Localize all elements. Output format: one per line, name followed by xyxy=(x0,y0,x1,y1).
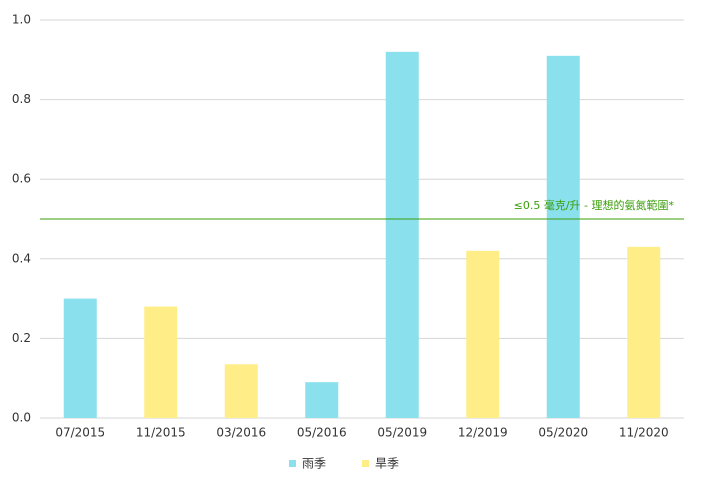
legend-label: 雨季 xyxy=(302,457,326,471)
legend-label: 旱季 xyxy=(375,457,399,471)
bar xyxy=(224,364,258,418)
bar xyxy=(63,298,97,418)
y-tick-label: 0.2 xyxy=(12,331,31,345)
reference-label: ≤0.5 毫克/升 - 理想的氨氮範圍* xyxy=(514,198,675,212)
bar xyxy=(627,246,661,418)
x-tick-label: 11/2020 xyxy=(619,426,669,440)
y-tick-label: 0.4 xyxy=(12,251,31,265)
legend-swatch xyxy=(362,460,369,467)
bar xyxy=(385,51,419,419)
x-tick-label: 05/2019 xyxy=(377,426,427,440)
x-tick-label: 05/2016 xyxy=(297,426,347,440)
bar xyxy=(546,55,580,418)
bar xyxy=(305,382,339,418)
y-tick-label: 1.0 xyxy=(12,13,31,27)
legend-swatch xyxy=(289,460,296,467)
x-tick-label: 05/2020 xyxy=(538,426,588,440)
x-tick-label: 07/2015 xyxy=(55,426,105,440)
y-tick-label: 0.6 xyxy=(12,172,31,186)
x-tick-label: 11/2015 xyxy=(136,426,186,440)
bar xyxy=(466,250,500,418)
y-tick-label: 0.0 xyxy=(12,411,31,425)
x-tick-label: 12/2019 xyxy=(458,426,508,440)
y-tick-label: 0.8 xyxy=(12,92,31,106)
bar xyxy=(144,306,178,418)
x-tick-label: 03/2016 xyxy=(216,426,266,440)
